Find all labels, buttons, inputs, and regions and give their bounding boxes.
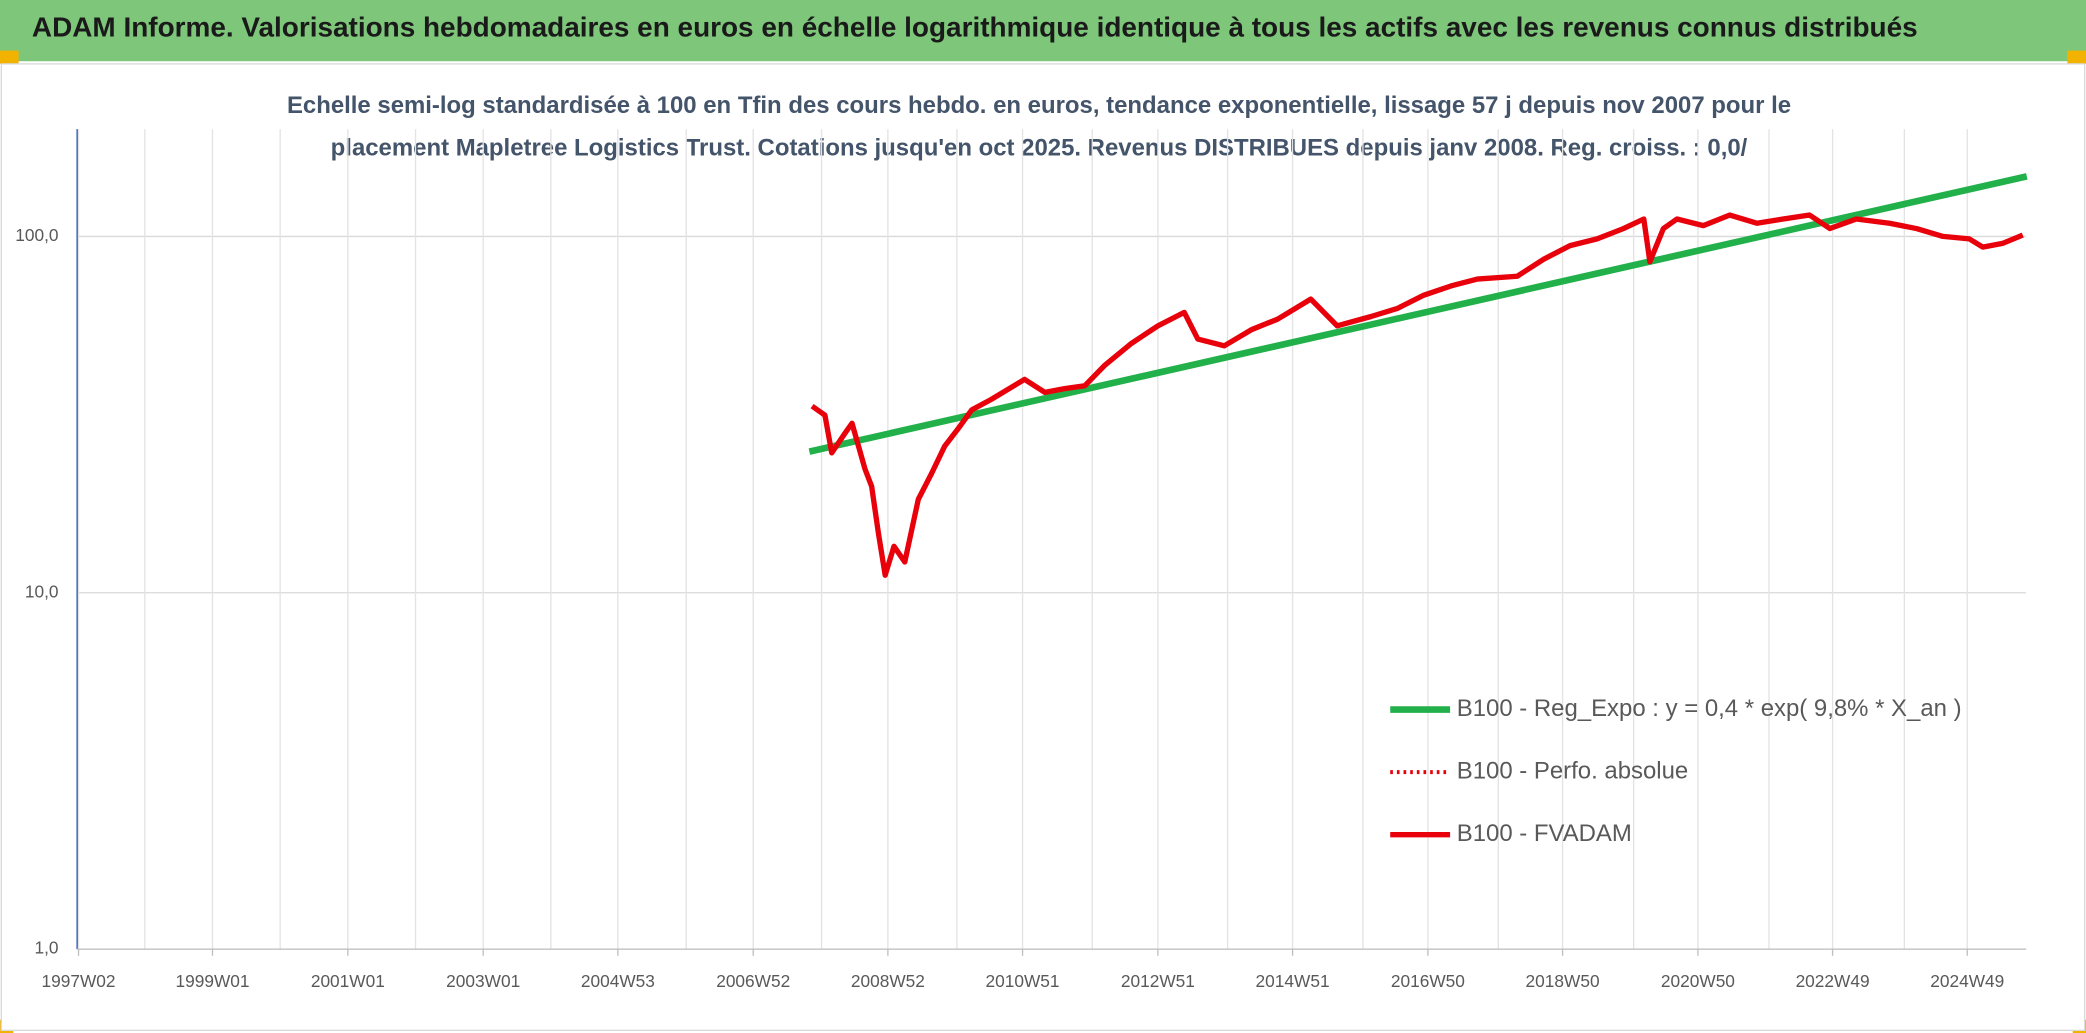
- x-tick-label: 1999W01: [175, 971, 249, 991]
- legend-label: B100 - Reg_Expo : y = 0,4 * exp( 9,8% * …: [1457, 695, 1962, 722]
- chart-frame: [0, 63, 2086, 1032]
- x-tick-label: 2024W49: [1930, 971, 2004, 991]
- x-tick-label: 1997W02: [42, 971, 116, 991]
- x-tick-label: 2004W53: [581, 971, 655, 991]
- x-tick-label: 2008W52: [851, 971, 925, 991]
- x-tick-label: 2018W50: [1526, 971, 1600, 991]
- corner: [0, 50, 19, 64]
- y-tick-label: 10,0: [25, 581, 59, 601]
- x-tick-label: 2001W01: [311, 971, 385, 991]
- x-tick-label: 2014W51: [1256, 971, 1330, 991]
- header-bar: [0, 0, 2086, 62]
- corner: [2067, 50, 2086, 64]
- y-tick-label: 100,0: [15, 225, 58, 245]
- series-line: [810, 212, 2024, 578]
- x-tick-label: 2010W51: [986, 971, 1060, 991]
- x-tick-label: 2022W49: [1796, 971, 1870, 991]
- x-tick-label: 2020W50: [1661, 971, 1735, 991]
- legend-label: B100 - FVADAM: [1457, 820, 1632, 847]
- x-tick-label: 2006W52: [716, 971, 790, 991]
- x-tick-label: 2003W01: [446, 971, 520, 991]
- y-tick-label: 1,0: [34, 938, 58, 958]
- chart-subtitle: Echelle semi-log standardisée à 100 en T…: [287, 92, 1791, 119]
- header-title: ADAM Informe. Valorisations hebdomadaire…: [32, 12, 1918, 43]
- legend-label: B100 - Perfo. absolue: [1457, 757, 1688, 784]
- x-tick-label: 2012W51: [1121, 971, 1195, 991]
- x-tick-label: 2016W50: [1391, 971, 1465, 991]
- chart-subtitle: placement Mapletree Logistics Trust. Cot…: [331, 134, 1748, 161]
